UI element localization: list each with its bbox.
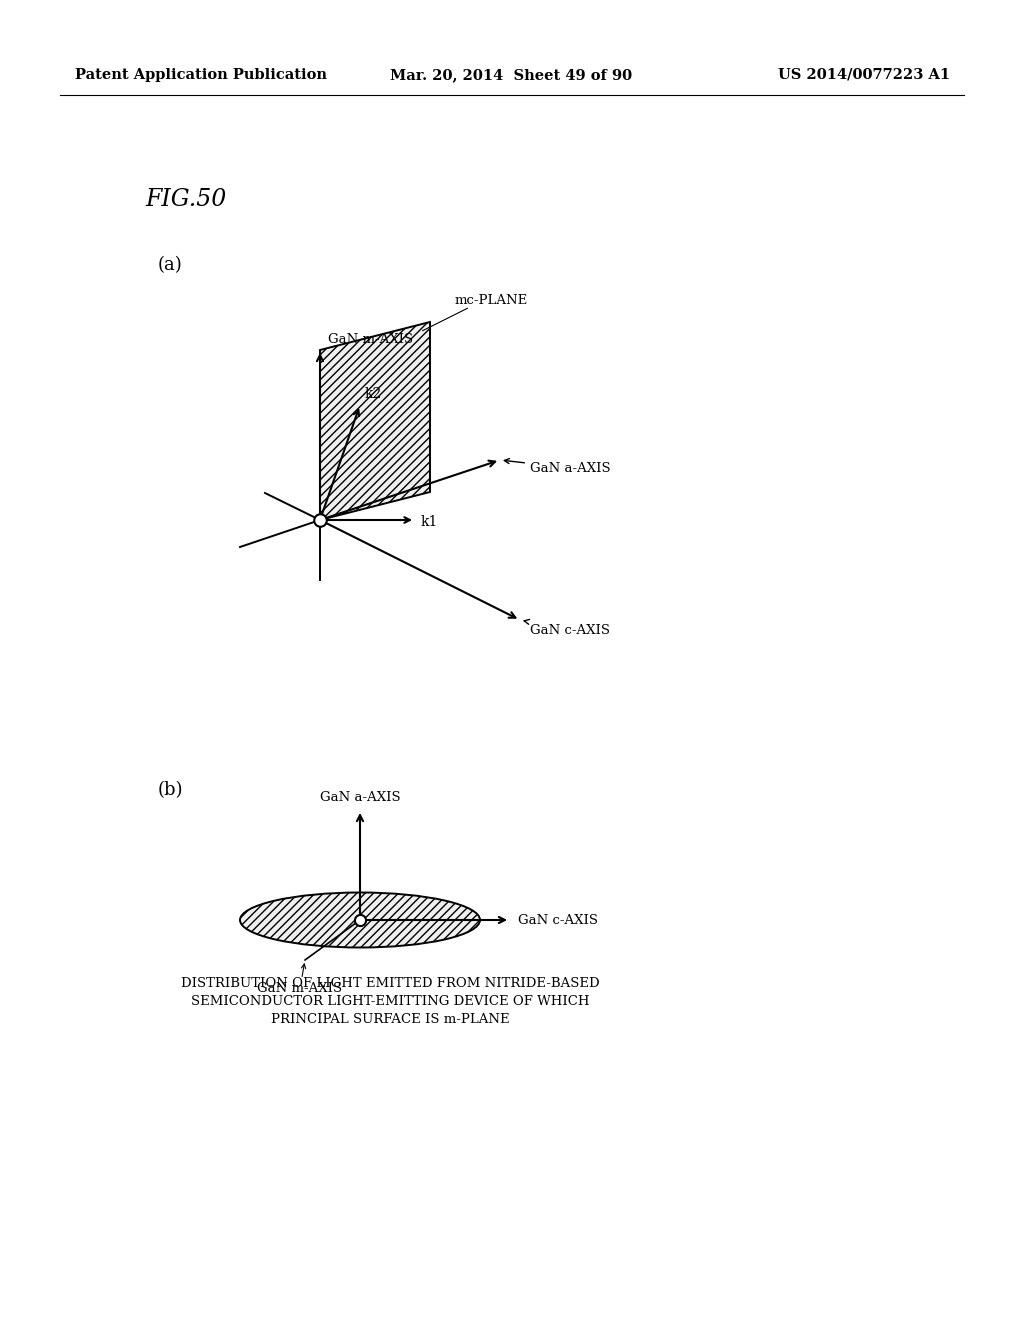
Text: Mar. 20, 2014  Sheet 49 of 90: Mar. 20, 2014 Sheet 49 of 90 <box>390 69 632 82</box>
Text: (b): (b) <box>158 781 183 799</box>
Text: mc-PLANE: mc-PLANE <box>455 294 528 308</box>
Text: Patent Application Publication: Patent Application Publication <box>75 69 327 82</box>
Text: PRINCIPAL SURFACE IS m-PLANE: PRINCIPAL SURFACE IS m-PLANE <box>270 1012 509 1026</box>
Text: SEMICONDUCTOR LIGHT-EMITTING DEVICE OF WHICH: SEMICONDUCTOR LIGHT-EMITTING DEVICE OF W… <box>190 995 589 1008</box>
Text: GaN a-AXIS: GaN a-AXIS <box>504 458 610 474</box>
Text: GaN m-AXIS: GaN m-AXIS <box>328 333 413 346</box>
Ellipse shape <box>240 892 480 948</box>
Text: k1: k1 <box>421 515 438 529</box>
Text: GaN m-AXIS: GaN m-AXIS <box>257 964 343 995</box>
Text: US 2014/0077223 A1: US 2014/0077223 A1 <box>778 69 950 82</box>
Text: DISTRIBUTION OF LIGHT EMITTED FROM NITRIDE-BASED: DISTRIBUTION OF LIGHT EMITTED FROM NITRI… <box>180 977 599 990</box>
Text: GaN c-AXIS: GaN c-AXIS <box>524 619 610 636</box>
Text: (a): (a) <box>158 256 182 275</box>
Text: FIG.50: FIG.50 <box>145 189 226 211</box>
Text: GaN a-AXIS: GaN a-AXIS <box>319 791 400 804</box>
Text: k2: k2 <box>365 387 382 401</box>
Text: GaN c-AXIS: GaN c-AXIS <box>518 913 598 927</box>
Polygon shape <box>319 322 430 520</box>
